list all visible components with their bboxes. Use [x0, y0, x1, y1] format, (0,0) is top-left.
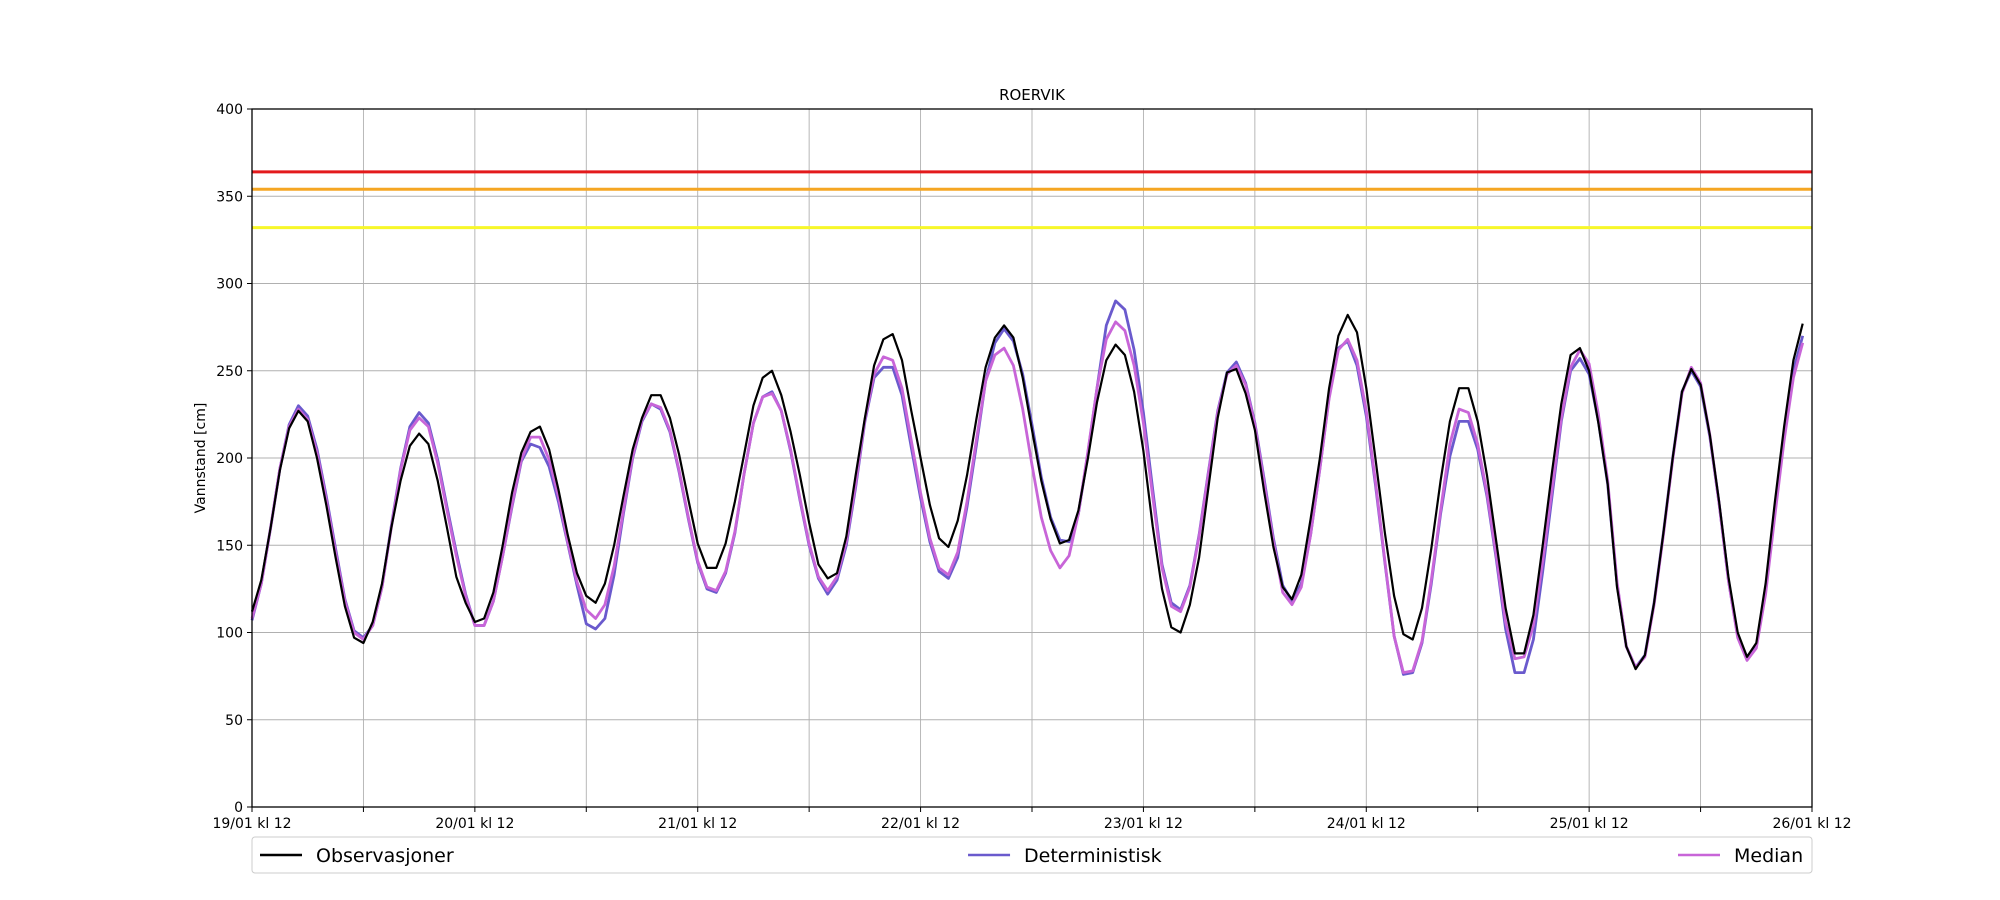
- x-tick-label: 23/01 kl 12: [1104, 816, 1183, 832]
- threshold-lines: [252, 170, 1812, 230]
- y-tick-label: 0: [234, 800, 243, 816]
- legend-label-median: Median: [1734, 845, 1803, 867]
- x-axis: 19/01 kl 12 20/01 kl 12 21/01 kl 12 22/01 k…: [212, 807, 1852, 832]
- y-tick-label: 200: [216, 451, 243, 467]
- x-tick-label: 19/01 kl 12: [212, 816, 291, 832]
- x-tick-label: 20/01 kl 12: [435, 816, 514, 832]
- y-axis: 0 50 100 150 200 250 300 350 400: [216, 102, 252, 816]
- y-tick-label: 150: [216, 538, 243, 554]
- chart-title: ROERVIK: [999, 86, 1066, 104]
- y-axis-label: Vannstand [cm]: [193, 403, 209, 514]
- x-tick-label: 21/01 kl 12: [658, 816, 737, 832]
- x-tick-label: 22/01 kl 12: [881, 816, 960, 832]
- y-tick-label: 300: [216, 277, 243, 293]
- series-line-median: [250, 320, 1805, 674]
- x-tick-label: 26/01 kl 12: [1772, 816, 1851, 832]
- y-tick-label: 100: [216, 626, 243, 642]
- legend: Observasjoner Deterministisk Median: [251, 836, 1813, 874]
- legend-box: [251, 836, 1813, 874]
- y-tick-label: 350: [216, 189, 243, 205]
- x-tick-label: 24/01 kl 12: [1327, 816, 1406, 832]
- x-tick-label: 25/01 kl 12: [1550, 816, 1629, 832]
- y-tick-label: 250: [216, 364, 243, 380]
- series-line-observasjoner: [250, 313, 1804, 671]
- y-tick-label: 50: [225, 713, 243, 729]
- series-lines: [250, 299, 1805, 676]
- legend-label-observasjoner: Observasjoner: [316, 845, 454, 867]
- legend-label-deterministisk: Deterministisk: [1024, 845, 1162, 867]
- y-tick-label: 400: [216, 102, 243, 118]
